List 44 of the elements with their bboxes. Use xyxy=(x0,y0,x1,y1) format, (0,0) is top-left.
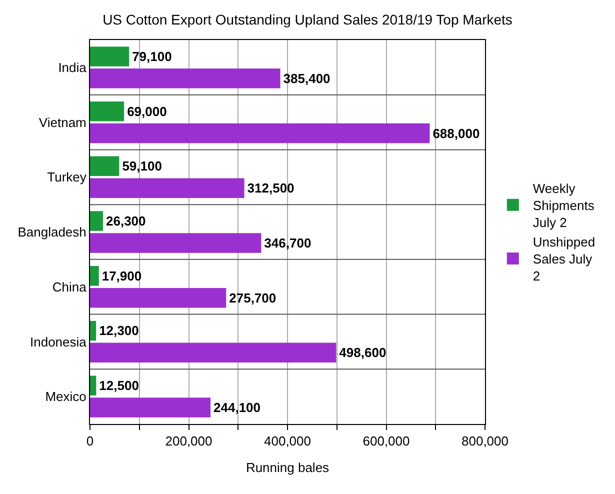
bar xyxy=(90,376,96,396)
data-label: 26,300 xyxy=(106,214,146,229)
data-label: 312,500 xyxy=(247,180,294,196)
x-tick-label: 600,000 xyxy=(362,434,410,449)
y-tick-label: Bangladesh xyxy=(18,224,86,240)
bar xyxy=(90,233,262,253)
data-label: 346,700 xyxy=(264,235,312,250)
bar xyxy=(90,211,103,231)
y-tick-label: Mexico xyxy=(45,389,86,404)
y-tick-label: Vietnam xyxy=(38,114,86,130)
data-label: 17,900 xyxy=(102,268,142,284)
bar xyxy=(90,342,336,363)
bar xyxy=(90,123,430,144)
x-tick-label: 0 xyxy=(86,434,94,449)
x-tick-label: 400,000 xyxy=(264,434,311,449)
data-label: 69,000 xyxy=(127,104,167,119)
data-label: 59,100 xyxy=(122,158,162,174)
bar xyxy=(90,288,226,308)
x-axis-title: Running bales xyxy=(246,460,330,476)
data-label: 244,100 xyxy=(214,400,261,416)
data-label: 385,400 xyxy=(283,70,330,86)
bar xyxy=(90,266,99,286)
data-label: 275,700 xyxy=(229,290,276,306)
chart-title: US Cotton Export Outstanding Upland Sales 2018/19 Top Markets xyxy=(102,12,512,28)
data-label: 79,100 xyxy=(132,48,172,64)
y-tick-label: China xyxy=(52,279,88,294)
bar xyxy=(90,68,280,88)
x-tick-label: 200,000 xyxy=(165,434,212,449)
y-tick-label: Indonesia xyxy=(30,334,88,350)
bar xyxy=(90,101,124,122)
legend-label: Weekly Shipments July 2 xyxy=(532,181,595,230)
data-label: 498,600 xyxy=(339,345,386,360)
y-tick-label: India xyxy=(58,60,88,75)
y-tick-label: Turkey xyxy=(47,170,87,185)
data-label: 688,000 xyxy=(432,126,480,141)
bar xyxy=(90,46,130,66)
bar xyxy=(90,320,96,341)
bar xyxy=(90,398,211,418)
data-label: 12,500 xyxy=(99,378,139,394)
data-label: 12,300 xyxy=(99,323,139,338)
bar xyxy=(90,156,120,176)
x-tick-label: 800,000 xyxy=(462,434,508,449)
bar xyxy=(90,178,244,198)
legend-label: Unshipped Sales July 2 xyxy=(532,234,596,284)
